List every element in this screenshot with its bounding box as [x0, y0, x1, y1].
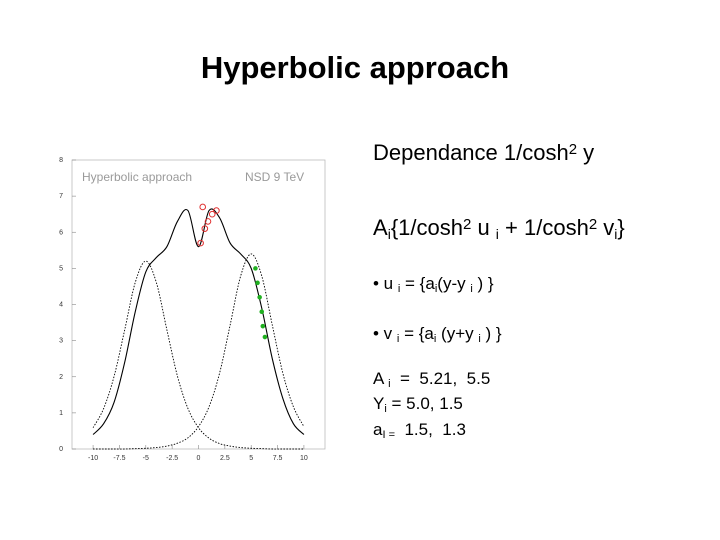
- subscript: i: [435, 283, 437, 295]
- text-run: (y-y: [437, 274, 470, 293]
- subscript: i: [478, 333, 480, 345]
- y-tick-label: 7: [59, 193, 63, 200]
- plot-annotation: NSD 9 TeV: [245, 170, 304, 184]
- text-run: • u: [373, 274, 398, 293]
- text-line: aI = 1.5, 1.3: [373, 420, 466, 441]
- data-point: [257, 294, 262, 300]
- text-run: }: [617, 215, 624, 240]
- text-line: • u i = {ai(y-y i ) }: [373, 274, 494, 295]
- x-tick-label: -7.5: [113, 455, 125, 462]
- data-point: [199, 203, 207, 211]
- x-tick-label: 7.5: [273, 455, 283, 462]
- plot-annotation: Hyperbolic approach: [82, 170, 192, 184]
- formula-text: Dependance 1/cosh2 yAi{1/cosh2 u i + 1/c…: [373, 140, 625, 441]
- text-run: Dependance 1/cosh: [373, 140, 569, 165]
- subscript: i: [470, 283, 472, 295]
- superscript: 2: [463, 216, 471, 233]
- data-point: [260, 323, 266, 329]
- x-tick-label: 2.5: [220, 455, 230, 462]
- subscript: i: [434, 333, 436, 345]
- text-run: y: [577, 140, 594, 165]
- x-tick-label: 0: [197, 455, 201, 462]
- y-tick-label: 5: [59, 265, 63, 272]
- data-point: [262, 334, 268, 340]
- text-line: A i = 5.21, 5.5: [373, 369, 490, 390]
- text-run: u: [471, 215, 495, 240]
- x-tick-label: 10: [300, 455, 308, 462]
- plot: 0 1 2 3 4 5 6 7 8 -10 -7.5 -5 -2.5 0 2.5 5 7.5 10 Hyperbol…: [59, 157, 326, 462]
- text-line: • v i = {ai (y+y i ) }: [373, 324, 502, 345]
- text-run: + 1/cosh: [499, 215, 589, 240]
- subscript: i: [398, 283, 400, 295]
- superscript: 2: [569, 141, 577, 158]
- x-tick-label: -10: [88, 455, 98, 462]
- plot-frame: [71, 159, 326, 450]
- slide-title: Hyperbolic approach: [201, 50, 509, 85]
- x-tick-label: 5: [249, 455, 253, 462]
- text-run: = 5.21, 5.5: [391, 369, 491, 388]
- text-run: 1.5, 1.3: [395, 420, 466, 439]
- text-run: Y: [373, 394, 384, 413]
- subscript: i: [388, 226, 391, 242]
- text-run: A: [373, 215, 388, 240]
- text-run: = {a: [399, 324, 434, 343]
- y-tick-label: 3: [59, 338, 63, 345]
- text-line: Ai{1/cosh2 u i + 1/cosh2 vi}: [373, 215, 625, 242]
- superscript: 2: [589, 216, 597, 233]
- data-point: [213, 207, 220, 214]
- text-line: Yi = 5.0, 1.5: [373, 394, 463, 415]
- data-point: [253, 266, 258, 271]
- x-tick-label: -5: [143, 455, 149, 462]
- text-run: v: [597, 215, 614, 240]
- subscript: i: [496, 226, 499, 242]
- subscript: I =: [382, 429, 395, 441]
- text-run: a: [373, 420, 383, 439]
- text-run: • v: [373, 324, 397, 343]
- y-tick-label: 0: [59, 446, 63, 453]
- data-point: [204, 218, 212, 225]
- component-curve: [92, 260, 304, 450]
- text-run: (y+y: [436, 324, 478, 343]
- data-point: [255, 280, 260, 286]
- data-point: [259, 309, 265, 315]
- component-curve: [93, 253, 305, 450]
- text-line: Dependance 1/cosh2 y: [373, 140, 594, 165]
- sum-curve: [92, 208, 305, 435]
- x-tick-label: -2.5: [166, 455, 178, 462]
- subscript: i: [397, 333, 399, 345]
- subscript: i: [384, 403, 386, 415]
- subscript: i: [614, 226, 617, 242]
- text-run: ) }: [473, 274, 494, 293]
- text-run: ) }: [481, 324, 502, 343]
- data-point: [208, 210, 216, 218]
- subscript: i: [388, 378, 390, 390]
- data-point: [197, 239, 204, 247]
- text-run: A: [373, 369, 388, 388]
- text-run: = 5.0, 1.5: [387, 394, 463, 413]
- text-run: = {a: [400, 274, 435, 293]
- data-point: [201, 225, 209, 232]
- y-tick-label: 6: [59, 229, 63, 236]
- y-tick-label: 2: [59, 374, 63, 381]
- y-tick-label: 8: [59, 157, 63, 164]
- y-tick-label: 1: [59, 410, 63, 417]
- text-run: {1/cosh: [391, 215, 463, 240]
- y-tick-label: 4: [59, 302, 63, 309]
